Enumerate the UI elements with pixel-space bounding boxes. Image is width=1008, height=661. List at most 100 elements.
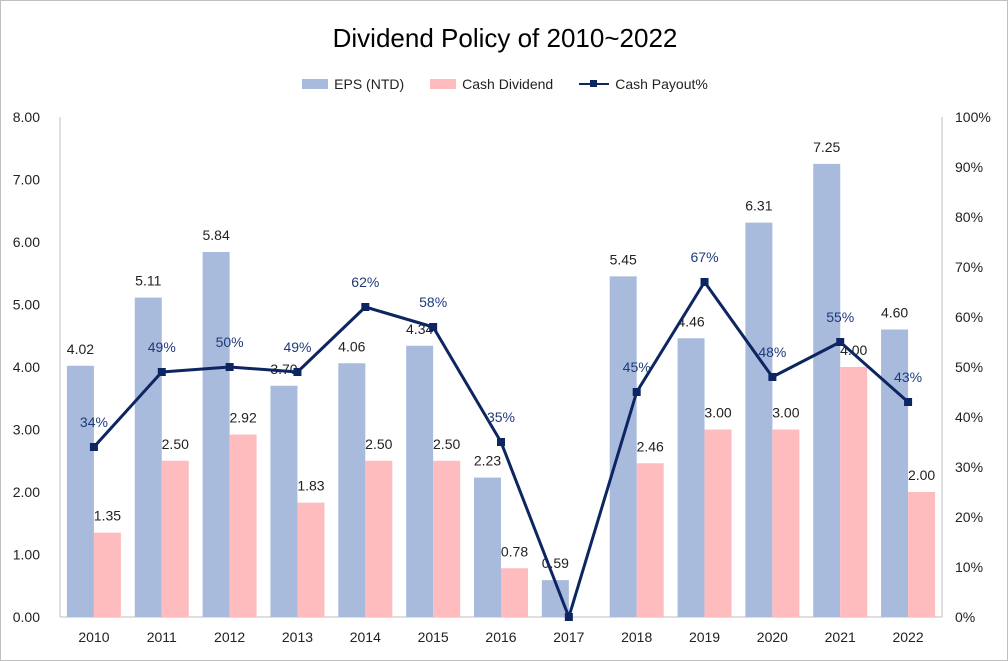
cash-payout-point [497,438,505,446]
cash-payout-data-label: 49% [283,339,311,355]
eps-bar [609,276,637,617]
eps-bar [134,297,162,617]
eps-data-label: 4.02 [67,341,94,357]
y-left-tick-label: 3.00 [13,422,40,438]
cash-payout-point [157,368,166,376]
y-right-tick-label: 80% [955,209,983,225]
cash-payout-data-label: 49% [148,339,176,355]
x-tick-label: 2012 [214,629,245,645]
cash-payout-point [904,398,913,406]
y-right-tick-label: 20% [955,509,983,525]
cash-payout-data-label: 50% [216,334,244,350]
legend-label-cash-payout: Cash Payout% [615,76,708,92]
y-right-tick-label: 0% [955,609,975,625]
y-right-tick-label: 30% [955,459,983,475]
x-tick-label: 2019 [689,629,720,645]
x-tick-label: 2021 [825,629,856,645]
x-tick-label: 2017 [553,629,584,645]
cash-dividend-bar [297,502,325,617]
eps-bar [813,163,841,617]
eps-bar [745,222,773,617]
cash-dividend-bar [93,532,121,617]
y-left-tick-label: 0.00 [13,609,40,625]
cash-dividend-bar [229,434,257,617]
legend-label-eps: EPS (NTD) [334,76,405,92]
x-tick-label: 2010 [78,629,109,645]
cash-dividend-data-label: 0.78 [501,543,528,559]
x-tick-label: 2016 [485,629,516,645]
y-left-tick-label: 2.00 [13,484,40,500]
cash-payout-point [89,443,98,451]
y-left-tick-label: 6.00 [13,234,40,250]
cash-payout-data-label: 48% [758,344,786,360]
cash-dividend-data-label: 2.92 [229,410,256,426]
y-right-tick-label: 50% [955,359,983,375]
legend-item-cash-dividend: Cash Dividend [430,76,553,92]
y-right-tick-label: 70% [955,259,983,275]
eps-bar [270,385,298,617]
x-tick-label: 2013 [282,629,313,645]
eps-bar [406,345,434,617]
x-tick-label: 2014 [350,629,381,645]
x-tick-label: 2022 [892,629,923,645]
cash-payout-data-label: 62% [351,274,379,290]
legend-swatch-eps [302,79,329,89]
legend-swatch-cash-dividend [430,79,457,89]
y-left-tick-label: 4.00 [13,359,40,375]
x-tick-label: 2015 [418,629,449,645]
cash-payout-point [225,363,234,371]
y-right-tick-label: 40% [955,409,983,425]
cash-dividend-bar [365,460,393,617]
cash-payout-data-label: 67% [691,249,719,265]
eps-bar [677,338,705,617]
legend-label-cash-dividend: Cash Dividend [462,76,554,92]
eps-bar [66,365,94,617]
cash-payout-data-label: 55% [826,309,854,325]
y-left-tick-label: 5.00 [13,297,40,313]
cash-dividend-data-label: 3.00 [704,405,731,421]
y-right-tick-label: 60% [955,309,983,325]
cash-payout-data-label: 45% [623,359,651,375]
cash-payout-point [836,338,845,346]
x-tick-label: 2011 [147,629,177,645]
eps-data-label: 4.06 [338,338,365,354]
cash-dividend-bar [772,429,800,617]
legend-swatch-cash-payout [579,79,610,89]
cash-dividend-bar [636,463,664,617]
cash-payout-point [361,303,370,311]
eps-bar [474,477,501,617]
eps-data-label: 5.11 [135,273,161,289]
cash-payout-point [632,388,641,396]
y-right-tick-label: 90% [955,159,983,175]
eps-data-label: 5.84 [202,227,229,243]
eps-bar [202,252,230,617]
y-right-tick-label: 100% [955,109,991,125]
cash-payout-point [700,278,709,286]
legend-item-eps: EPS (NTD) [302,76,404,92]
eps-bar [338,363,366,617]
chart-title: Dividend Policy of 2010~2022 [332,23,678,53]
cash-dividend-bar [161,460,189,617]
legend: EPS (NTD) Cash Dividend Cash Payout% [1,76,1008,92]
x-tick-label: 2020 [757,629,788,645]
y-left-tick-label: 7.00 [13,172,40,188]
cash-payout-point [429,323,438,331]
cash-payout-point [768,373,777,381]
cash-dividend-bar [840,367,868,617]
eps-data-label: 4.60 [881,305,908,321]
eps-data-label: 6.31 [745,198,772,214]
y-left-tick-label: 1.00 [13,547,40,563]
cash-dividend-data-label: 2.50 [162,436,189,452]
cash-payout-data-label: 34% [80,414,108,430]
eps-data-label: 7.25 [813,139,840,155]
cash-dividend-bar [908,492,936,617]
y-left-tick-label: 8.00 [13,109,40,125]
cash-payout-data-label: 58% [419,294,447,310]
cash-dividend-data-label: 1.35 [94,508,121,524]
cash-dividend-bar [433,460,461,617]
cash-dividend-data-label: 3.00 [772,405,799,421]
cash-dividend-data-label: 1.83 [297,478,324,494]
eps-data-label: 2.23 [474,453,501,469]
cash-dividend-data-label: 2.50 [365,436,392,452]
